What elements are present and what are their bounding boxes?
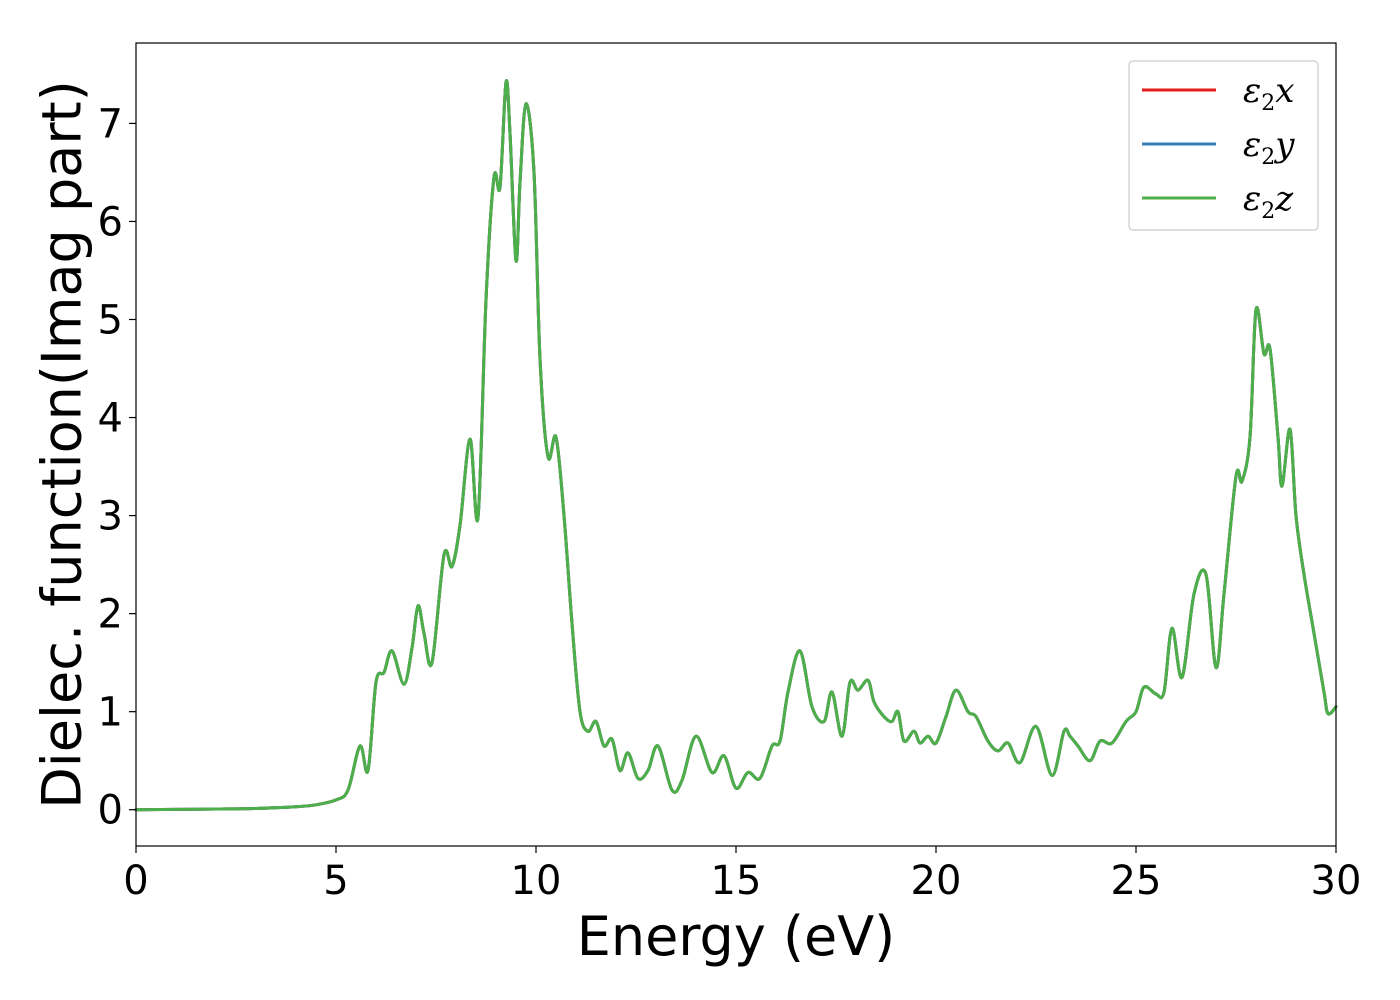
series-line-z — [134, 79, 1338, 812]
legend-base: ε — [1243, 125, 1261, 165]
y-tick-label: 0 — [98, 788, 123, 834]
legend-axis: y — [1273, 125, 1295, 165]
x-axis-label: Energy (eV) — [577, 905, 896, 968]
legend-base: ε — [1243, 179, 1261, 219]
legend-base: ε — [1243, 71, 1261, 111]
y-tick-label: 1 — [98, 690, 123, 736]
legend-subscript: 2 — [1261, 199, 1275, 224]
legend-axis: z — [1274, 179, 1294, 219]
legend-label-x: ε2x — [1243, 71, 1294, 116]
y-axis-label: Dielec. function(Imag part) — [31, 80, 94, 809]
legend-axis: x — [1275, 71, 1294, 111]
legend-label-z: ε2z — [1243, 179, 1294, 224]
x-tick-label: 20 — [911, 858, 962, 904]
x-tick-label: 15 — [711, 858, 762, 904]
legend-subscript: 2 — [1261, 91, 1275, 116]
legend-box — [1128, 60, 1319, 231]
y-tick-label: 2 — [98, 592, 123, 638]
x-tick-label: 5 — [323, 858, 348, 904]
y-tick-label: 6 — [98, 199, 123, 245]
x-tick-label: 25 — [1111, 858, 1162, 904]
x-tick-label: 10 — [511, 858, 562, 904]
y-axis-ticks: 0 1 2 3 4 5 6 7 — [98, 101, 136, 834]
x-axis-ticks: 0 5 10 15 20 25 30 — [123, 846, 1361, 904]
y-tick-label: 7 — [98, 101, 123, 147]
series-layer — [134, 79, 1338, 812]
x-tick-label: 0 — [123, 858, 148, 904]
y-tick-label: 4 — [98, 396, 123, 442]
y-tick-label: 5 — [98, 297, 123, 343]
x-tick-label: 30 — [1311, 858, 1362, 904]
legend-label-y: ε2y — [1243, 125, 1295, 170]
y-tick-label: 3 — [98, 494, 123, 540]
legend-subscript: 2 — [1261, 145, 1275, 170]
